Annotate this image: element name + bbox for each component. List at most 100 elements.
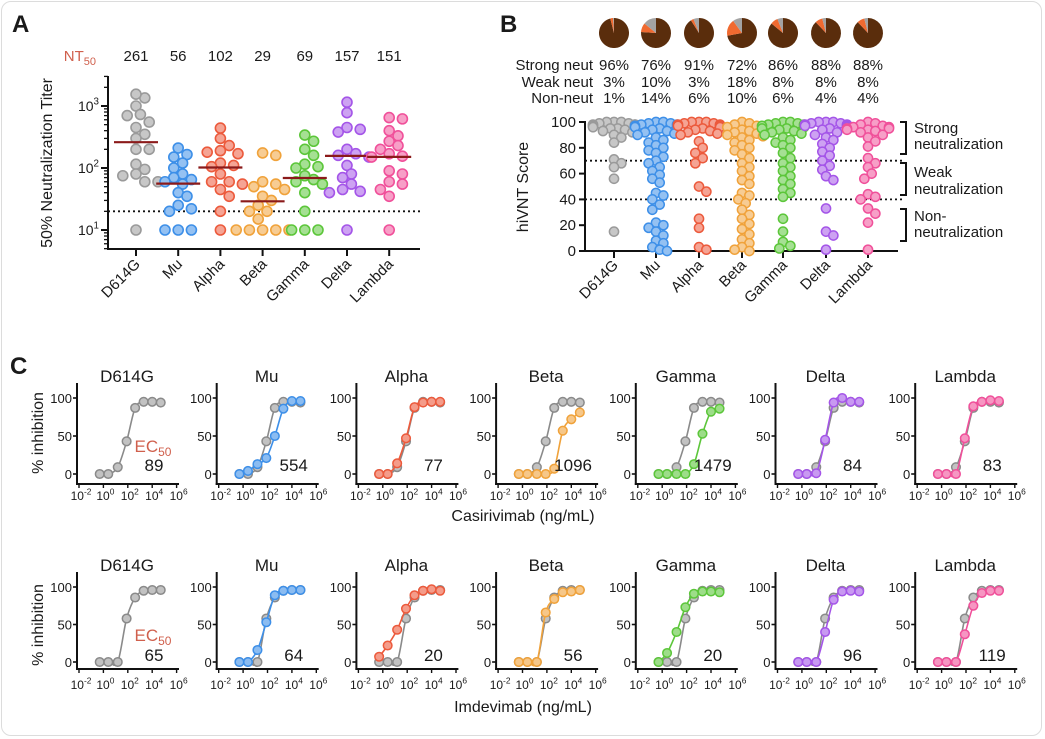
x-tick-label: 100 <box>376 487 394 503</box>
data-point <box>383 190 396 203</box>
data-point <box>336 171 349 184</box>
data-point <box>799 120 811 132</box>
data-point <box>828 174 839 186</box>
y-tick-label: 50 <box>756 618 770 633</box>
data-point <box>608 161 620 173</box>
ec50-value: 554 <box>280 456 308 475</box>
x-tick-label: 104 <box>564 487 582 503</box>
tick-base: 10 <box>959 678 973 692</box>
tick-base: 10 <box>490 678 504 692</box>
tick-base: 10 <box>795 489 809 503</box>
data-point <box>143 116 155 128</box>
tick-exponent: 4 <box>298 676 303 686</box>
ec50-label: EC50 <box>135 437 172 459</box>
plot-title: Alpha <box>385 367 429 386</box>
data-point <box>230 224 242 236</box>
data-point <box>168 162 180 174</box>
x-axis-label: Imdevimab (ng/mL) <box>454 699 592 716</box>
tick-exponent: -2 <box>922 487 930 497</box>
tick-base: 10 <box>96 489 110 503</box>
x-tick-label: Lambda <box>347 255 398 306</box>
tick-exponent: 0 <box>389 676 394 686</box>
variant-point <box>382 640 393 651</box>
y-tick-label: 0 <box>65 655 72 670</box>
x-tick-label: 100 <box>236 676 254 692</box>
variant-point <box>278 585 289 596</box>
variant-point <box>932 656 943 668</box>
tick-base: 10 <box>425 678 439 692</box>
x-tick-label: Beta <box>237 255 271 289</box>
ec50-value: 65 <box>145 646 164 665</box>
tick-exponent: 0 <box>669 487 674 497</box>
plot-title: Gamma <box>656 367 717 386</box>
percent-value: 88% <box>811 57 841 74</box>
x-tick-label: 102 <box>121 676 139 692</box>
data-point <box>139 163 151 176</box>
x-tick-label: 104 <box>285 676 303 692</box>
tick-exponent: -2 <box>643 487 651 497</box>
data-point <box>396 168 409 180</box>
tick-base: 10 <box>909 678 923 692</box>
plot-title: Alpha <box>385 556 429 575</box>
variant-point <box>968 600 979 611</box>
data-point <box>298 129 311 141</box>
reference-point <box>549 402 560 413</box>
tick-base: 10 <box>350 678 364 692</box>
x-tick-label: 102 <box>260 487 278 503</box>
variant-point <box>985 395 996 406</box>
y-tick-label: 0 <box>624 655 631 670</box>
variant-point <box>435 585 446 596</box>
data-point <box>396 113 409 125</box>
tick-base: 10 <box>145 678 159 692</box>
tick-exponent: 2 <box>274 676 279 686</box>
pie-slice-non <box>613 18 614 33</box>
tick-base: 10 <box>935 678 949 692</box>
x-tick-label: D614G <box>576 257 622 303</box>
bracket-label: neutralization <box>914 224 1003 241</box>
tick-exponent: 4 <box>717 676 722 686</box>
variant-point <box>968 401 979 412</box>
tick-base: 10 <box>540 678 554 692</box>
x-tick-label: 104 <box>844 676 862 692</box>
data-point <box>689 157 701 169</box>
data-point <box>654 177 666 188</box>
data-point <box>312 224 324 236</box>
tick-exponent: -2 <box>363 676 371 686</box>
data-point <box>256 224 269 236</box>
reference-point <box>252 656 263 668</box>
data-point <box>820 203 832 214</box>
y-tick-label: 100 <box>190 580 212 595</box>
data-point <box>855 126 866 138</box>
tick-exponent: -2 <box>503 487 511 497</box>
tick-base: 10 <box>983 489 997 503</box>
data-point <box>866 168 878 179</box>
data-point <box>307 135 320 148</box>
variant-point <box>295 395 306 407</box>
variant-point <box>941 656 952 668</box>
bracket-label: neutralization <box>914 136 1003 153</box>
x-tick-label: Mu <box>159 256 186 283</box>
variant-point <box>400 433 412 444</box>
variant-point <box>714 587 725 598</box>
tick-exponent: 0 <box>249 676 254 686</box>
data-point <box>312 160 324 173</box>
tick-base: 10 <box>1008 678 1022 692</box>
variant-point <box>557 587 568 598</box>
data-point <box>392 139 404 152</box>
x-tick-label: 104 <box>564 676 582 692</box>
y-tick-label: 50 <box>337 429 351 444</box>
y-tick-label: 100 <box>469 580 491 595</box>
x-tick-label: 102 <box>819 487 837 503</box>
y-tick-label: 50 <box>896 429 910 444</box>
tick-exponent: 4 <box>159 487 164 497</box>
x-tick-label: 104 <box>704 487 722 503</box>
percent-value: 3% <box>688 74 710 91</box>
variant-point <box>566 414 577 425</box>
data-point <box>870 208 881 219</box>
y-axis-label: 50% Neutralization Titer <box>39 77 56 248</box>
